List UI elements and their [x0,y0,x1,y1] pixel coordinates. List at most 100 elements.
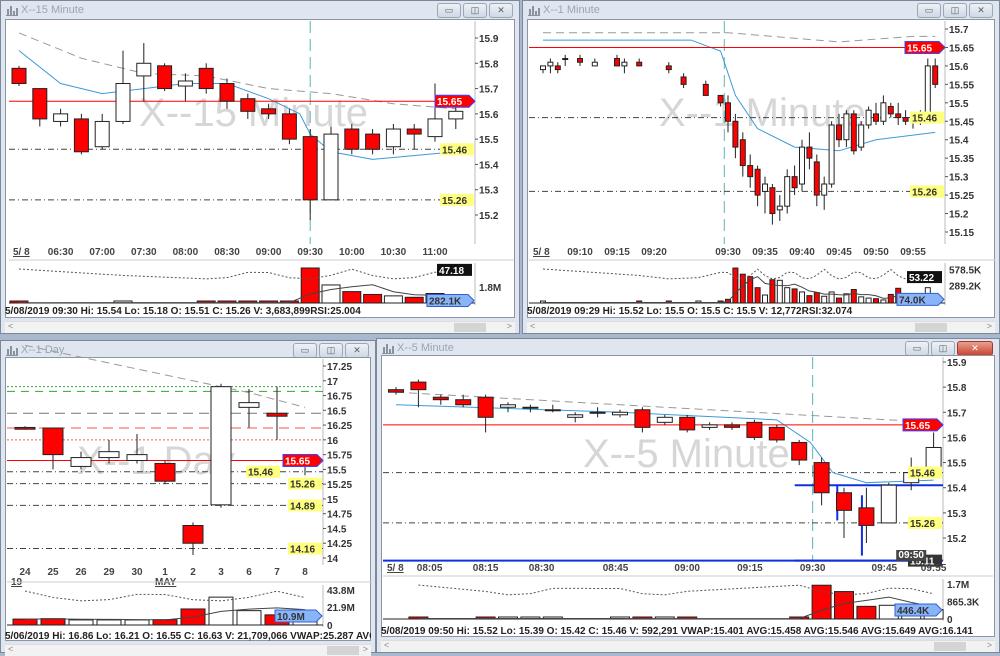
chart-window-15min[interactable]: X--15 Minute ▭ ◫ ✕ X--15 Minute 15.9 15.8 15.7 1… [0,0,520,334]
scroll-right-arrow[interactable]: > [986,640,992,650]
candlestick[interactable] [589,407,606,418]
horizontal-scrollbar[interactable]: < > [5,644,371,656]
candlestick[interactable] [746,419,763,440]
candlestick[interactable] [769,184,776,225]
candlestick[interactable] [821,176,828,210]
candlestick[interactable] [665,62,672,74]
candlestick[interactable] [754,165,761,207]
candlestick[interactable] [182,522,204,556]
close-button[interactable]: ✕ [489,3,513,18]
close-button[interactable]: ✕ [957,341,993,356]
candlestick[interactable] [612,409,628,418]
candlestick[interactable] [747,154,754,188]
candlestick[interactable] [94,113,110,150]
candlestick[interactable] [843,110,850,148]
candlestick[interactable] [591,58,598,67]
scrollbar-thumb[interactable] [327,646,360,655]
candlestick[interactable] [198,63,214,94]
price-chart[interactable]: X--1 Day17.251716.7516.516.251615.7515.5… [7,344,372,565]
minimize-button[interactable]: ▭ [905,341,929,356]
candlestick[interactable] [858,121,865,151]
candlestick[interactable] [302,129,318,221]
candlestick[interactable] [656,414,673,425]
candlestick[interactable] [680,73,687,89]
candlestick[interactable] [865,106,872,129]
restore-button[interactable]: ◫ [943,3,967,18]
candlestick[interactable] [880,95,887,125]
candlestick[interactable] [836,113,842,148]
scroll-left-arrow[interactable]: < [8,644,14,654]
candlestick[interactable] [388,387,404,395]
price-chart[interactable]: X--5 Minute 15.9 15.8 15.7 15.6 15.5 15.4 15.3 1… [383,357,993,568]
chart-window-1min[interactable]: X--1 Minute ▭ ◫ ✕ X--1 Minute 15.7 15.65 15.6 15… [522,0,1000,334]
chart-area[interactable] [5,357,371,641]
candlestick[interactable] [547,58,554,74]
candlestick[interactable] [813,457,830,506]
title-bar[interactable]: X--5 Minute ▭ ◫ ✕ [377,339,999,357]
candlestick[interactable] [887,102,894,118]
restore-button[interactable]: ◫ [463,3,487,18]
candlestick[interactable] [806,132,813,170]
candlestick[interactable] [614,54,620,67]
candlestick[interactable] [762,176,768,214]
candlestick[interactable] [70,451,92,470]
chart-window-1day[interactable]: X--1 Day▭◫✕X--1 Day17.251716.7516.516.25… [0,340,376,656]
volume-chart[interactable]: 578.5K 53.22 289.2K 74.0K [529,259,995,306]
chart-area[interactable] [527,19,995,318]
candlestick[interactable] [932,58,939,89]
candlestick[interactable] [448,106,464,130]
candlestick[interactable] [701,422,718,430]
candlestick[interactable] [157,63,173,92]
candlestick[interactable] [567,412,584,423]
candlestick[interactable] [540,65,546,74]
scroll-right-arrow[interactable]: > [506,321,512,331]
candlestick[interactable] [621,58,628,74]
candlestick[interactable] [281,108,297,145]
volume-chart[interactable]: 47.18 1.8M 282.1K [9,259,514,307]
candlestick[interactable] [42,427,64,470]
restore-button[interactable]: ◫ [931,341,955,356]
candlestick[interactable] [873,102,879,125]
candlestick[interactable] [717,94,724,107]
candlestick[interactable] [238,389,260,428]
candlestick[interactable] [410,379,427,408]
price-chart[interactable]: X--15 Minute 15.9 15.8 15.7 15.6 15.5 15.4 15.3… [9,21,514,244]
candlestick[interactable] [724,422,740,430]
chart-area[interactable] [5,19,515,318]
candlestick[interactable] [725,95,731,133]
scrollbar-thumb[interactable] [933,642,966,651]
candlestick[interactable] [115,50,131,124]
scroll-right-arrow[interactable]: > [362,644,368,654]
candlestick[interactable] [98,439,120,464]
candlestick[interactable] [880,482,897,524]
candlestick[interactable] [577,54,583,66]
candlestick[interactable] [791,439,808,466]
volume-chart[interactable]: 43.8M 21.9M 10.9M 0 [7,581,372,632]
scroll-right-arrow[interactable]: > [986,321,992,331]
minimize-button[interactable]: ▭ [917,3,941,18]
horizontal-scrollbar[interactable]: < > [5,321,515,333]
candlestick[interactable] [385,123,401,155]
scroll-left-arrow[interactable]: < [8,321,14,331]
candlestick[interactable] [562,54,569,66]
volume-chart[interactable]: 1.7M 865.3K 446.4K 0 [383,575,993,626]
candlestick[interactable] [261,103,277,119]
candlestick[interactable] [73,113,89,155]
candlestick[interactable] [500,402,516,413]
candlestick[interactable] [522,404,539,413]
title-bar[interactable]: X--1 Minute ▭ ◫ ✕ [523,1,999,19]
candlestick[interactable] [219,78,235,109]
scrollbar-thumb[interactable] [915,323,948,332]
candlestick[interactable] [858,487,875,544]
candlestick[interactable] [477,394,494,433]
candlestick[interactable] [344,123,360,155]
candlestick[interactable] [895,102,902,125]
candlestick[interactable] [813,154,820,207]
candlestick[interactable] [902,110,909,125]
candlestick[interactable] [154,460,176,485]
candlestick[interactable] [554,62,561,74]
candlestick[interactable] [427,83,443,142]
chart-window-5min[interactable]: X--5 Minute ▭ ◫ ✕ X--5 Minute 15.9 15.8 15.7 15.… [376,338,1000,653]
candlestick[interactable] [850,110,857,155]
candlestick[interactable] [828,121,835,188]
